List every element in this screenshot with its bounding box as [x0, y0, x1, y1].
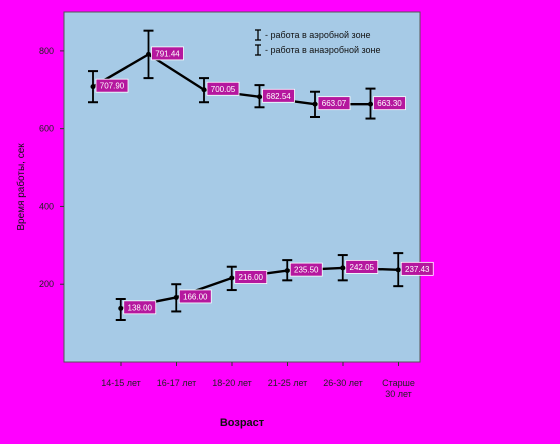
- y-tick-label: 600: [39, 124, 54, 134]
- data-point: [229, 275, 235, 281]
- y-tick-label: 200: [39, 279, 54, 289]
- data-label: 166.00: [178, 289, 212, 304]
- x-axis: 14-15 лет 16-17 лет 18-20 лет 21-25 лет 26-3…: [101, 362, 415, 399]
- svg-text:707.90: 707.90: [100, 82, 125, 91]
- data-point: [201, 87, 207, 93]
- svg-text:237.43: 237.43: [405, 265, 430, 274]
- series-1: 707.90 791.44 700.05 682.54 663.07 663.30: [88, 29, 406, 120]
- data-point: [340, 265, 346, 271]
- data-point: [257, 94, 262, 100]
- data-label: 682.54: [262, 88, 295, 103]
- x-tick-label: 16-17 лет: [157, 378, 197, 388]
- svg-text:242.05: 242.05: [350, 263, 375, 272]
- x-tick-label: 14-15 лет: [101, 378, 141, 388]
- data-label: 663.07: [317, 96, 351, 111]
- data-label: 138.00: [123, 300, 157, 315]
- data-point: [118, 305, 124, 311]
- series-layer: 707.90 791.44 700.05 682.54 663.07 663.30 138.…: [88, 29, 434, 321]
- x-axis-title: Возраст: [220, 417, 265, 429]
- data-point: [284, 268, 290, 274]
- x-tick-label: Старше 30 лет: [382, 378, 415, 399]
- y-axis: 200 400 600 800: [39, 46, 64, 289]
- y-tick-label: 400: [39, 201, 54, 211]
- legend-item: - работа в анаэробной зоне: [255, 44, 381, 56]
- data-point: [395, 267, 401, 273]
- x-tick-label: 18-20 лет: [212, 378, 252, 388]
- x-tick-label: 26-30 лет: [323, 378, 363, 388]
- data-label: 216.00: [234, 270, 268, 284]
- legend-item: - работа в аэробной зоне: [255, 29, 371, 41]
- data-point: [146, 51, 151, 57]
- svg-text:663.07: 663.07: [322, 99, 347, 108]
- svg-text:- работа в анаэробной зоне: - работа в анаэробной зоне: [265, 45, 381, 55]
- svg-text:- работа в аэробной зоне: - работа в аэробной зоне: [265, 30, 371, 40]
- data-label: 663.30: [373, 96, 406, 111]
- data-point: [312, 101, 318, 107]
- data-point: [90, 84, 96, 90]
- series-2: 138.00 166.00 216.00 235.50 242.05 237.43: [115, 252, 434, 321]
- svg-text:791.44: 791.44: [155, 49, 180, 58]
- data-label: 791.44: [151, 46, 184, 61]
- svg-text:235.50: 235.50: [294, 266, 319, 275]
- data-point: [173, 294, 179, 300]
- y-axis-title: Время работы, сек: [15, 143, 27, 231]
- svg-text:216.00: 216.00: [239, 273, 264, 282]
- x-tick-label: 21-25 лет: [268, 378, 308, 388]
- data-label: 235.50: [289, 262, 323, 277]
- legend: - работа в аэробной зоне - работа в анаэр…: [255, 29, 381, 56]
- svg-text:166.00: 166.00: [183, 292, 208, 301]
- plot-area: [63, 11, 421, 363]
- data-label: 700.05: [206, 81, 240, 96]
- svg-text:700.05: 700.05: [211, 85, 236, 94]
- data-label: 237.43: [400, 261, 434, 276]
- svg-text:138.00: 138.00: [128, 303, 153, 312]
- data-label: 242.05: [345, 259, 379, 274]
- data-label: 707.90: [95, 78, 129, 93]
- data-point: [368, 101, 373, 107]
- svg-text:663.30: 663.30: [377, 99, 402, 108]
- svg-text:682.54: 682.54: [266, 92, 291, 101]
- y-tick-label: 800: [39, 46, 54, 56]
